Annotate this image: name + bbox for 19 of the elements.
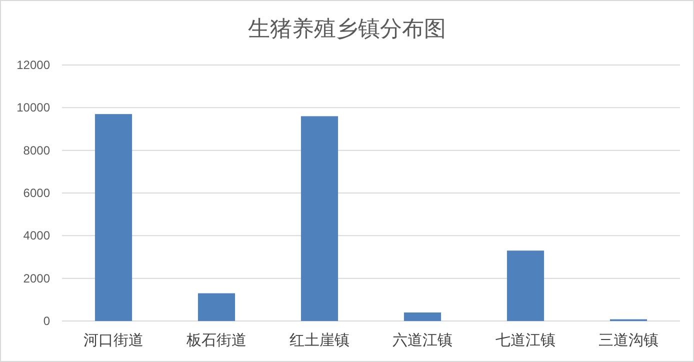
y-tick-label: 4000 bbox=[23, 228, 50, 243]
x-tick-label: 七道江镇 bbox=[496, 332, 556, 349]
x-tick-label: 板石街道 bbox=[186, 332, 246, 349]
bar bbox=[506, 250, 544, 321]
x-tick-label: 红土崖镇 bbox=[290, 332, 350, 349]
bar bbox=[198, 293, 236, 321]
bar bbox=[404, 312, 442, 321]
y-tick-label: 6000 bbox=[23, 186, 50, 200]
y-tick-label: 12000 bbox=[16, 58, 50, 72]
x-tick-label: 河口街道 bbox=[84, 332, 144, 349]
chart-title: 生猪养殖乡镇分布图 bbox=[248, 16, 446, 41]
y-tick-label: 2000 bbox=[23, 271, 50, 286]
y-tick-label: 10000 bbox=[16, 100, 50, 115]
y-tick-label: 0 bbox=[43, 314, 50, 328]
bar bbox=[94, 114, 132, 321]
bar bbox=[300, 116, 338, 321]
x-tick-label: 三道沟镇 bbox=[598, 332, 658, 349]
y-tick-label: 8000 bbox=[23, 143, 50, 158]
x-tick-label: 六道江镇 bbox=[392, 332, 452, 349]
